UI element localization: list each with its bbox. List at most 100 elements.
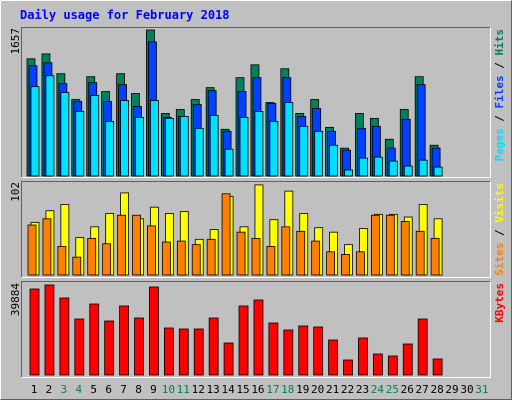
bar: [313, 326, 324, 376]
bar: [417, 318, 428, 376]
bar: [269, 120, 279, 177]
bar: [194, 127, 204, 177]
x-tick-label: 24: [371, 383, 385, 396]
bar: [117, 214, 126, 276]
bar: [433, 166, 443, 177]
y-max-label: 102: [9, 182, 22, 202]
bar: [104, 320, 115, 376]
bar: [164, 117, 174, 177]
x-tick-label: 14: [221, 383, 235, 396]
bar: [72, 256, 82, 276]
bar: [432, 358, 443, 376]
x-tick-label: 3: [61, 383, 68, 396]
bar: [149, 286, 159, 376]
x-tick-label: 28: [430, 383, 443, 396]
bar: [298, 325, 309, 376]
legend-entry: Files: [493, 75, 506, 108]
bar: [359, 157, 368, 177]
x-tick-label: 8: [135, 383, 142, 396]
bar: [402, 343, 413, 376]
legend-entry: KBytes: [493, 283, 506, 323]
x-tick-label: 9: [150, 383, 157, 396]
legend-entry: Visits: [493, 183, 506, 223]
bar: [268, 322, 279, 376]
bar: [45, 75, 55, 177]
bar: [239, 117, 249, 177]
bar: [102, 243, 112, 276]
bar: [311, 240, 321, 276]
x-tick-label: 31: [475, 383, 488, 396]
bar: [385, 214, 395, 276]
bar: [430, 238, 440, 276]
bar: [299, 125, 309, 177]
x-tick-label: 25: [386, 383, 399, 396]
bar: [27, 224, 37, 276]
x-tick-label: 11: [177, 383, 190, 396]
bar: [191, 244, 201, 276]
bar: [147, 225, 156, 276]
legend-separator: /: [493, 56, 506, 76]
x-tick-label: 18: [281, 383, 294, 396]
x-tick-label: 27: [416, 383, 429, 396]
x-tick-label: 29: [445, 383, 458, 396]
bar: [418, 159, 428, 177]
bar: [87, 238, 97, 276]
bar: [30, 86, 40, 177]
bar: [344, 169, 353, 177]
bar: [281, 226, 291, 276]
bar: [253, 299, 264, 376]
x-tick-label: 7: [120, 383, 127, 396]
x-tick-label: 1: [31, 383, 38, 396]
bar: [314, 130, 324, 177]
bar: [42, 218, 52, 276]
bar: [74, 318, 85, 376]
bar: [134, 317, 144, 376]
panel-border-light: [21, 27, 491, 178]
bar: [341, 254, 350, 276]
bar: [356, 251, 365, 276]
bar: [193, 328, 204, 376]
bar: [266, 246, 276, 276]
x-tick-label: 19: [296, 383, 309, 396]
bar: [135, 117, 144, 177]
x-tick-label: 17: [266, 383, 279, 396]
legend-entry: Pages: [493, 128, 506, 161]
bar: [370, 214, 380, 276]
bar: [132, 214, 141, 276]
legend-separator: /: [493, 223, 506, 243]
x-tick-label: 13: [207, 383, 220, 396]
bar: [283, 329, 294, 376]
x-tick-label: 4: [75, 383, 82, 396]
bar: [178, 328, 189, 376]
bar: [251, 238, 261, 276]
bar: [328, 339, 339, 376]
bar: [29, 288, 40, 376]
bar: [326, 251, 336, 276]
bar: [221, 193, 231, 276]
x-tick-label: 16: [251, 383, 264, 396]
legend-separator: /: [493, 109, 506, 129]
bar: [75, 111, 85, 177]
bar: [400, 221, 410, 276]
bar: [236, 231, 246, 276]
legend: KBytes: [493, 283, 506, 323]
bar: [209, 114, 219, 177]
bar: [89, 303, 100, 376]
bar: [343, 359, 353, 376]
x-tick-label: 6: [105, 383, 112, 396]
bar: [59, 297, 70, 376]
x-tick-label: 30: [460, 383, 473, 396]
bar: [44, 284, 55, 376]
panel-border-light: [21, 181, 491, 278]
bar: [206, 238, 216, 276]
bar: [224, 148, 234, 177]
panel-border-light: [21, 281, 491, 378]
x-tick-label: 12: [192, 383, 205, 396]
panel-border-dark: [21, 181, 491, 278]
bar: [60, 92, 70, 177]
bar: [415, 230, 425, 276]
bar: [150, 100, 159, 177]
x-tick-label: 22: [341, 383, 354, 396]
